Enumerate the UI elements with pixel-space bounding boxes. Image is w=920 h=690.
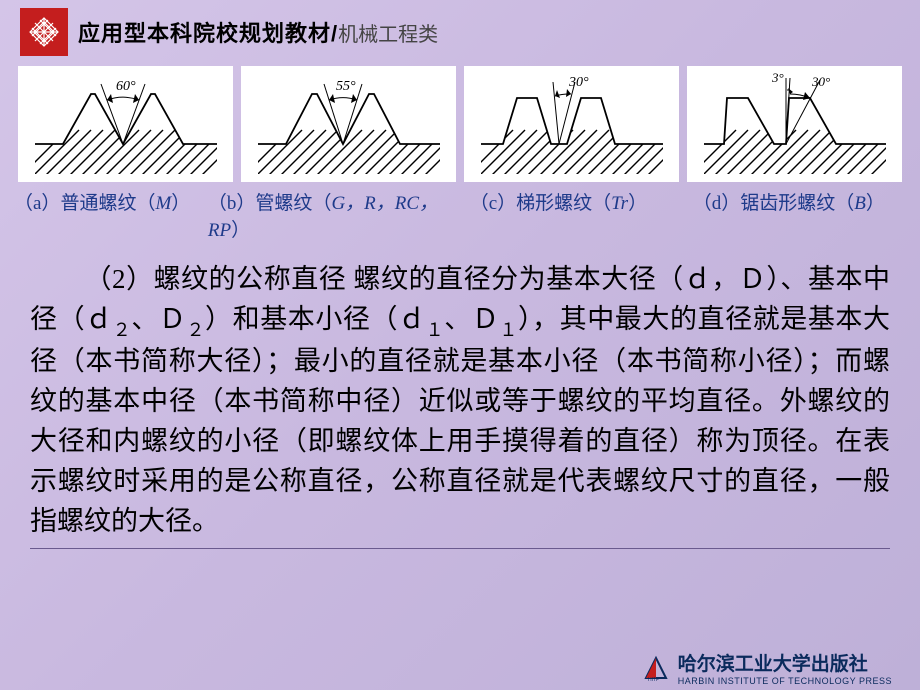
- publisher-name-en: HARBIN INSTITUTE OF TECHNOLOGY PRESS: [678, 676, 892, 686]
- caption-a-symbol: M: [155, 193, 171, 214]
- diagram-c: 30°: [464, 66, 679, 182]
- diagram-d: 3° 30°: [687, 66, 902, 182]
- page-header: 应用型本科院校规划教材/机械工程类: [0, 0, 920, 60]
- caption-d-prefix: （d）: [693, 193, 741, 214]
- publisher-logo-icon: HITP: [642, 654, 670, 682]
- caption-b: （b）管螺纹（G，R，RC，RP）: [208, 188, 470, 242]
- svg-text:HITP: HITP: [648, 677, 660, 682]
- body-seg5: ），其中最大的直径就是基本大径（本书简称大径）；最小的直径就是基本小径（本书简称…: [30, 304, 890, 536]
- diagram-a: 60°: [18, 66, 233, 182]
- publisher-name-cn: 哈尔滨工业大学出版社: [678, 649, 892, 676]
- angle-label-d2: 30°: [811, 74, 830, 89]
- angle-label-b: 55°: [336, 79, 356, 94]
- angle-label-c: 30°: [568, 75, 589, 90]
- body-sub1: ２: [113, 320, 132, 340]
- caption-b-prefix: （b）: [208, 193, 256, 214]
- body-seg3: ）和基本小径（ｄ: [205, 304, 426, 334]
- page-footer: HITP 哈尔滨工业大学出版社 HARBIN INSTITUTE OF TECH…: [642, 649, 892, 686]
- body-seg4: 、Ｄ: [444, 304, 499, 334]
- header-title: 应用型本科院校规划教材/机械工程类: [78, 16, 438, 48]
- caption-d-symbol: B: [854, 193, 866, 214]
- series-logo: [20, 8, 68, 56]
- caption-d: （d）锯齿形螺纹（B）: [693, 188, 906, 242]
- header-title-sub: 机械工程类: [338, 24, 438, 46]
- angle-label-a: 60°: [116, 79, 136, 94]
- caption-a-text: 普通螺纹: [60, 193, 136, 214]
- body-seg2: 、Ｄ: [131, 304, 186, 334]
- diagrams-row: 60°: [0, 60, 920, 182]
- caption-a: （a）普通螺纹（M）: [14, 188, 208, 242]
- caption-d-text: 锯齿形螺纹: [740, 193, 835, 214]
- caption-c-symbol: Tr: [611, 193, 628, 214]
- caption-a-prefix: （a）: [14, 193, 60, 214]
- caption-b-text: 管螺纹: [255, 193, 312, 214]
- body-sub2: ２: [186, 320, 205, 340]
- body-paragraph: （2）螺纹的公称直径 螺纹的直径分为基本大径（ｄ，Ｄ）、基本中径（ｄ２、Ｄ２）和…: [0, 242, 920, 542]
- publisher-text: 哈尔滨工业大学出版社 HARBIN INSTITUTE OF TECHNOLOG…: [678, 649, 892, 686]
- footer-divider: [30, 548, 890, 549]
- body-sub3: １: [426, 320, 445, 340]
- angle-label-d1: 3°: [771, 70, 784, 85]
- body-sub4: １: [499, 320, 518, 340]
- header-title-main: 应用型本科院校规划教材: [78, 21, 331, 46]
- caption-c: （c）梯形螺纹（Tr）: [470, 188, 693, 242]
- diagram-b: 55°: [241, 66, 456, 182]
- caption-c-text: 梯形螺纹: [516, 193, 592, 214]
- caption-c-prefix: （c）: [470, 193, 516, 214]
- captions-row: （a）普通螺纹（M） （b）管螺纹（G，R，RC，RP） （c）梯形螺纹（Tr）…: [0, 182, 920, 242]
